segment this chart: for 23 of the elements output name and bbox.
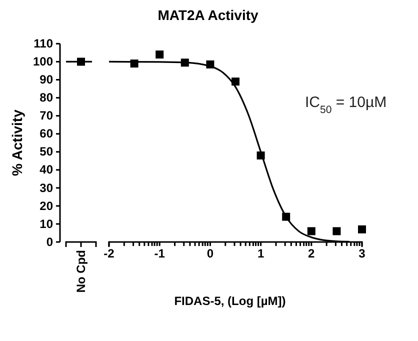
y-tick-label: 100: [32, 54, 54, 69]
x-tick-label: 3: [358, 246, 366, 261]
chart-title: MAT2A Activity: [158, 7, 259, 23]
x-tick-label: 2: [308, 246, 316, 261]
x-tick-label: -1: [154, 246, 166, 261]
y-tick-label: 80: [40, 90, 54, 105]
y-tick-label: 0: [46, 234, 54, 249]
x-tick-label: 0: [206, 246, 214, 261]
y-tick-label: 50: [40, 144, 54, 159]
y-tick-label: 110: [34, 36, 54, 51]
y-tick-label: 10: [40, 216, 54, 231]
y-axis-title: % Activity: [9, 109, 25, 176]
y-tick-label: 90: [40, 72, 54, 87]
y-tick-label: 70: [40, 108, 54, 123]
x-axis-title: FIDAS-5, (Log [µM]): [174, 294, 286, 308]
x-tick-label: 1: [257, 246, 264, 261]
y-tick-label: 20: [40, 198, 54, 213]
y-tick-label: 60: [40, 126, 54, 141]
x-tick-label: -2: [104, 246, 115, 261]
x-tick-label: No Cpd: [74, 250, 88, 293]
annotation: IC$_{50}$ = 10µM: [305, 94, 387, 116]
y-tick-label: 40: [40, 162, 54, 177]
y-tick-label: 30: [40, 180, 54, 195]
